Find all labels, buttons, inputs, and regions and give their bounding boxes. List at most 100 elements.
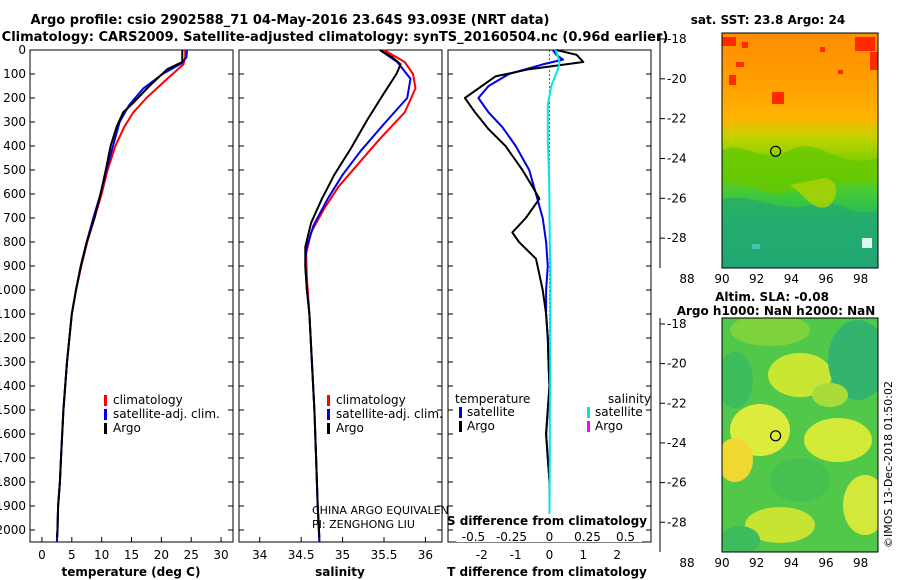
y-tick-label: 200 — [3, 91, 26, 105]
temperature-legend: climatology satellite-adj. clim. Argo — [104, 393, 220, 435]
x-tick-label: 5 — [68, 548, 76, 562]
lon-tick-label: 98 — [853, 272, 868, 286]
y-tick-label: 100 — [3, 67, 26, 81]
sla-map-title-2: Argo h1000: NaN h2000: NaN — [677, 304, 876, 318]
x-tick-label: 35.5 — [371, 548, 398, 562]
legend-swatch-climatology — [104, 395, 107, 406]
sst-map-title: sat. SST: 23.8 Argo: 24 — [691, 13, 845, 27]
legend-s-satellite: satellite — [595, 405, 643, 419]
lat-tick-label: -26 — [667, 476, 687, 490]
x-tick-label: 34 — [252, 548, 267, 562]
y-tick-label: 500 — [3, 163, 26, 177]
lon-tick-label: 94 — [784, 556, 799, 570]
legend-satellite-adj: satellite-adj. clim. — [113, 407, 220, 421]
profile-location-marker — [770, 430, 782, 442]
lat-tick-label: -20 — [667, 357, 687, 371]
lon-tick-label: 94 — [784, 272, 799, 286]
y-tick-label: 600 — [3, 187, 26, 201]
legend-swatch-s-argo — [587, 421, 590, 432]
salinity-axis-ticks: 34 34.5 35 35.5 36 — [239, 49, 442, 562]
legend-satellite-adj: satellite-adj. clim. — [336, 407, 443, 421]
lat-tick-label: -26 — [667, 191, 687, 205]
x-tick-label: 25 — [184, 548, 199, 562]
sla-map-title-1: Altim. SLA: -0.08 — [715, 290, 829, 304]
difference-profile-lines — [463, 49, 585, 530]
temperature-profile-lines — [55, 49, 188, 543]
y-tick-label: 400 — [3, 139, 26, 153]
y-tick-label: 700 — [3, 211, 26, 225]
legend-swatch-argo — [104, 423, 107, 434]
y-tick-label: 1100 — [0, 307, 26, 321]
y-tick-label: 900 — [3, 259, 26, 273]
top-x-tick-label: -0.5 — [462, 530, 485, 544]
y-tick-label: 1700 — [0, 451, 26, 465]
difference-legend: temperature satellite Argo salinity sate… — [455, 392, 651, 433]
sst-field-texture — [722, 37, 878, 268]
temperature-xlabel: temperature (deg C) — [62, 565, 201, 579]
salinity-legend: climatology satellite-adj. clim. Argo — [327, 393, 443, 435]
lat-tick-label: -24 — [667, 436, 687, 450]
salinity-panel: 34 34.5 35 35.5 36 salinity CHINA ARGO EQUIV… — [238, 49, 456, 579]
lon-tick-label: 92 — [749, 556, 764, 570]
y-tick-label: 2000 — [0, 523, 26, 537]
y-tick-label: 800 — [3, 235, 26, 249]
legend-argo: Argo — [336, 421, 364, 435]
lat-tick-label: -18 — [667, 317, 687, 331]
x-tick-label: 34.5 — [288, 548, 315, 562]
top-x-tick-label: 0.25 — [574, 530, 601, 544]
series-line-argo — [304, 49, 402, 538]
lat-tick-label: -28 — [667, 231, 687, 245]
legend-swatch-t-satellite — [459, 407, 462, 418]
y-tick-label: 1200 — [0, 331, 26, 345]
salinity-profile-lines — [304, 49, 417, 543]
profile-location-marker — [770, 145, 782, 157]
legend-swatch-t-argo — [459, 421, 462, 432]
temperature-panel: 0 5 10 15 20 25 300100200300400500600700800900… — [0, 43, 234, 579]
top-x-tick-label: 0.5 — [616, 530, 635, 544]
x-tick-label: 10 — [94, 548, 109, 562]
legend-t-argo: Argo — [467, 419, 495, 433]
lat-tick-label: -28 — [667, 515, 687, 529]
legend-climatology: climatology — [113, 393, 183, 407]
lon-tick-label: 96 — [818, 556, 833, 570]
lon-tick-label: 92 — [749, 272, 764, 286]
x-tick-label: 1 — [580, 548, 588, 562]
sst-map: sat. SST: 23.8 Argo: 24 -18-20-22-24-26-… — [659, 13, 879, 286]
y-tick-label: 300 — [3, 115, 26, 129]
sla-map-ticks: -18 -20 -22 -24 -26 -28 88 90 92 94 96 98 — [659, 317, 868, 570]
legend-t-satellite: satellite — [467, 405, 515, 419]
y-tick-label: 1900 — [0, 499, 26, 513]
top-x-tick-label: -0.25 — [496, 530, 527, 544]
legend-temperature-title: temperature — [455, 392, 530, 406]
imos-credit: ©IMOS 13-Dec-2018 01:50:02 — [882, 381, 895, 548]
y-tick-label: 1800 — [0, 475, 26, 489]
top-x-tick-label: 0 — [546, 530, 554, 544]
x-tick-label: 0 — [546, 548, 554, 562]
y-tick-label: 1600 — [0, 427, 26, 441]
salinity-xlabel: salinity — [315, 565, 365, 579]
legend-swatch-satellite-adj — [104, 409, 107, 420]
lat-tick-label: -22 — [667, 396, 687, 410]
title-line-1: Argo profile: csio 2902588_71 04-May-201… — [31, 13, 550, 28]
annotation-line-1: CHINA ARGO EQUIVALENT — [312, 504, 456, 517]
legend-swatch-s-satellite — [587, 407, 590, 418]
legend-swatch-satellite-adj — [327, 409, 330, 420]
x-tick-label: -2 — [476, 548, 488, 562]
legend-climatology: climatology — [336, 393, 406, 407]
title-line-2: Climatology: CARS2009. Satellite-adjuste… — [2, 30, 669, 45]
x-tick-label: 36 — [418, 548, 433, 562]
series-line-t-argo — [463, 49, 585, 530]
y-tick-label: 1500 — [0, 403, 26, 417]
difference-panel: -2 -1 0 1 2 S difference from climatology -0… — [447, 49, 652, 579]
top-axis-background — [456, 514, 642, 542]
sla-map-frame — [721, 317, 879, 553]
y-tick-label: 1000 — [0, 283, 26, 297]
x-tick-label: 20 — [154, 548, 169, 562]
temperature-axis-ticks: 0 5 10 15 20 25 300100200300400500600700800900… — [0, 43, 233, 562]
x-tick-label: 35 — [335, 548, 350, 562]
difference-xlabel: T difference from climatology — [447, 565, 647, 579]
lon-tick-label: 96 — [818, 272, 833, 286]
x-tick-label: -1 — [510, 548, 522, 562]
sst-map-ticks: -18 -20 -22 -24 -26 -28 88 90 92 94 96 98 — [659, 32, 868, 286]
